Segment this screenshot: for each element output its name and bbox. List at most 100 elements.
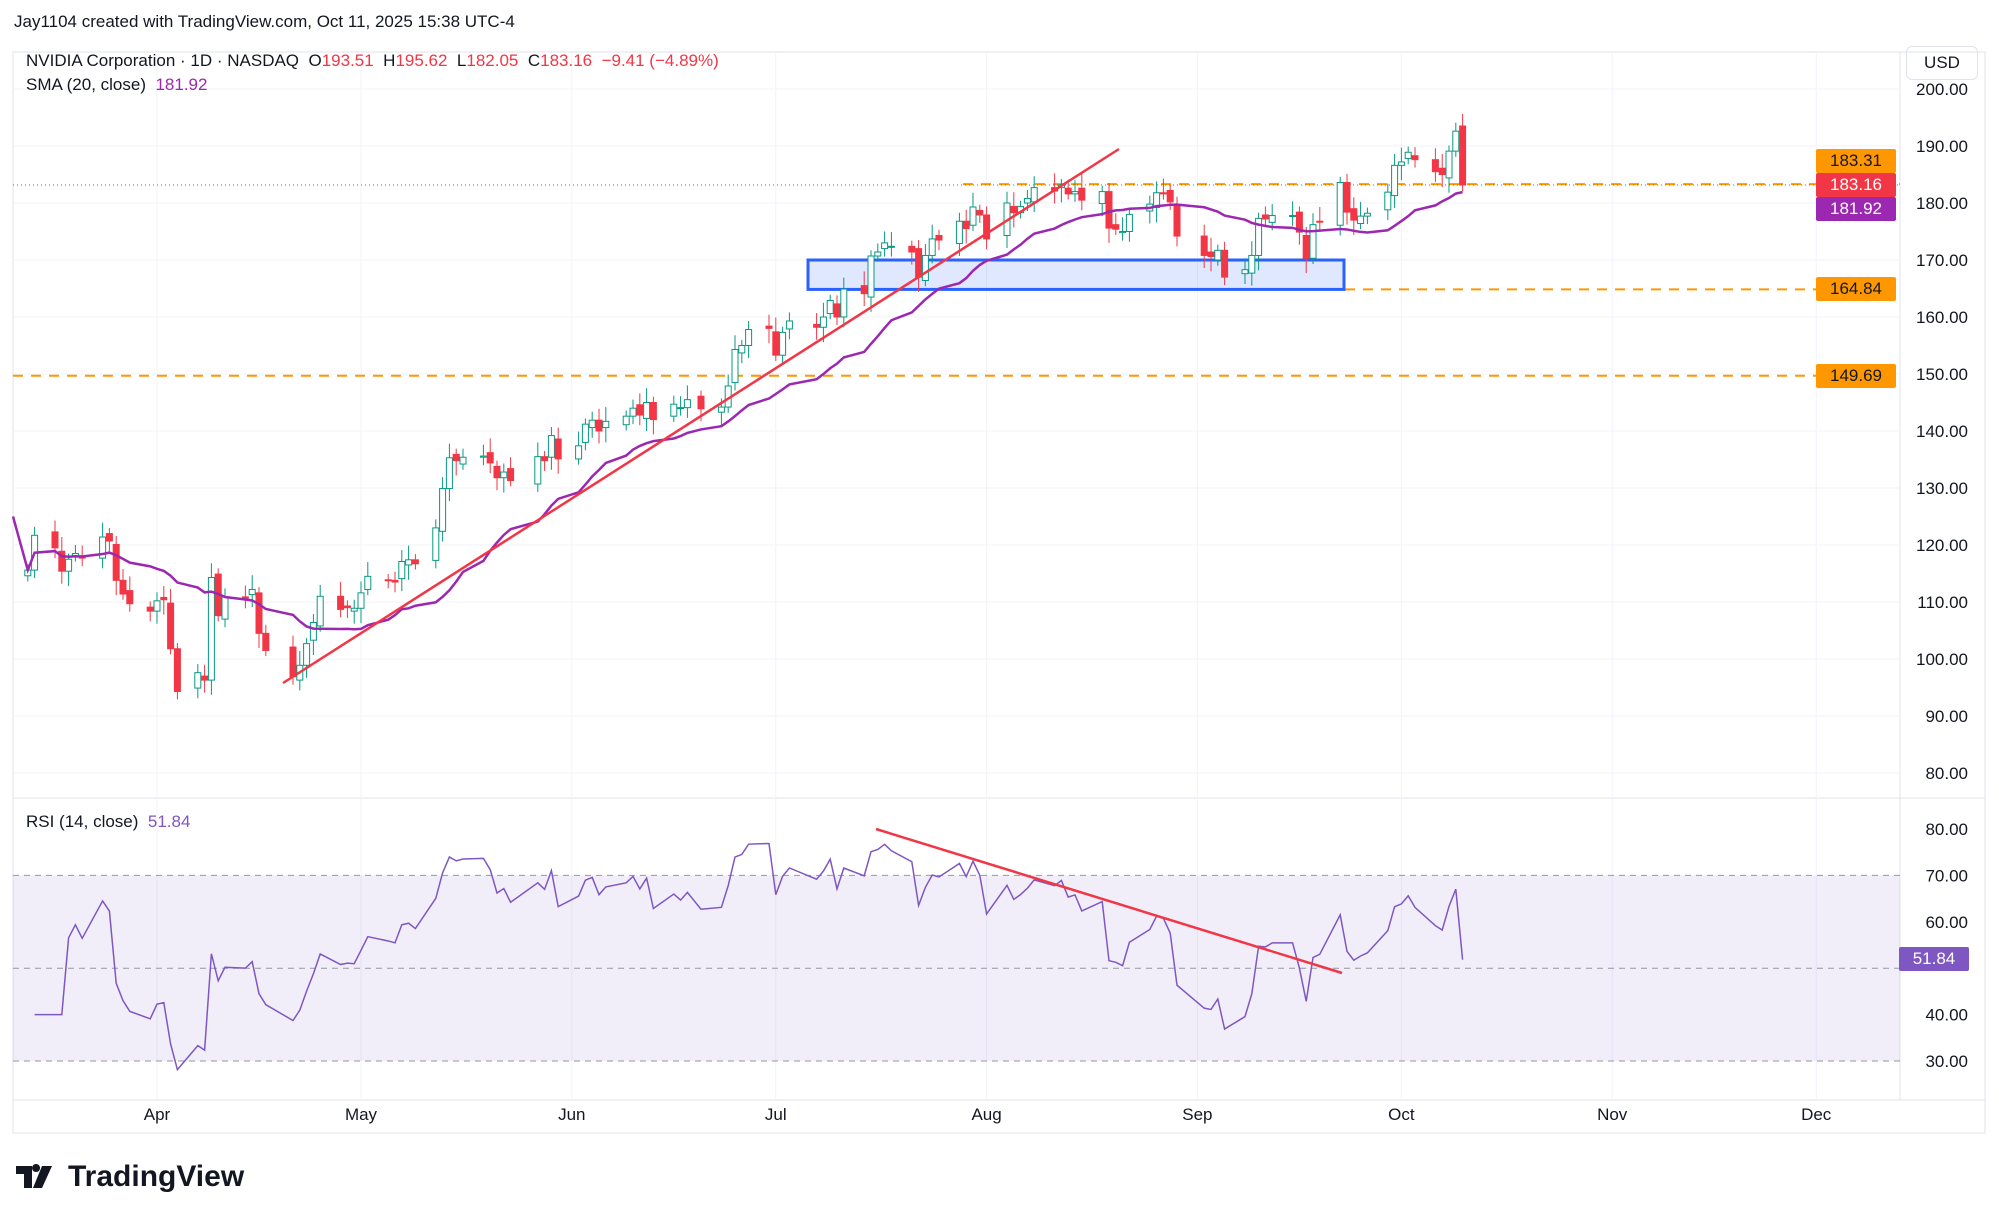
rsi-label: RSI (14, close) — [26, 812, 139, 831]
candle — [636, 393, 644, 426]
sma-label: SMA (20, close) — [26, 75, 146, 94]
price-tick-label: 120.00 — [1916, 536, 1968, 555]
candle-body — [649, 402, 657, 421]
candle-body — [595, 419, 603, 432]
candle-body — [1064, 187, 1072, 195]
candle — [1248, 241, 1256, 286]
candle-body — [316, 595, 324, 627]
candle — [1057, 179, 1065, 203]
candle-body — [119, 579, 127, 595]
candle-body — [1350, 208, 1358, 221]
candle — [1159, 178, 1167, 200]
candle-body — [391, 579, 399, 583]
candle-body — [602, 420, 610, 429]
rsi-band — [13, 875, 1900, 1061]
candle-body — [1159, 192, 1167, 195]
candle-body — [541, 456, 549, 462]
candle-body — [1078, 187, 1086, 201]
candle — [153, 592, 161, 624]
candle — [439, 477, 447, 542]
candle-body — [500, 471, 508, 479]
candle-body — [867, 255, 875, 298]
candle — [1125, 208, 1133, 242]
candle — [962, 209, 970, 244]
candle-body — [248, 588, 256, 596]
candle-body — [167, 602, 175, 650]
currency-button[interactable]: USD — [1906, 46, 1978, 80]
symbol-legend[interactable]: NVIDIA Corporation · 1D · NASDAQ O193.51… — [26, 51, 719, 71]
candle-body — [921, 254, 929, 282]
candle-body — [241, 596, 249, 599]
candle — [364, 562, 372, 596]
candle — [391, 571, 399, 593]
candle-body — [1391, 164, 1399, 197]
candle — [1098, 185, 1106, 217]
candle-body — [860, 285, 868, 295]
candle-body — [581, 423, 589, 443]
candle-body — [303, 643, 311, 666]
candle-body — [1316, 220, 1324, 223]
candle — [1255, 212, 1263, 271]
candle-body — [670, 403, 678, 417]
candle-body — [357, 592, 365, 609]
candle-body — [779, 331, 787, 356]
candle-body — [486, 452, 494, 464]
candle-body — [1255, 217, 1263, 256]
candle-body — [976, 209, 984, 216]
candle-body — [636, 404, 644, 416]
candle-body — [65, 558, 73, 572]
rsi-legend[interactable]: RSI (14, close) 51.84 — [26, 812, 190, 832]
candle — [534, 442, 542, 492]
candle-body — [343, 605, 351, 609]
candle — [813, 313, 821, 340]
candle — [908, 240, 916, 265]
candle — [105, 527, 113, 554]
candle — [1357, 201, 1365, 230]
candle — [309, 613, 317, 656]
tradingview-logo[interactable]: TradingView — [16, 1160, 244, 1194]
candle — [1112, 213, 1120, 235]
candle-body — [479, 455, 487, 458]
candle-body — [785, 320, 793, 330]
price-tick-label: 160.00 — [1916, 308, 1968, 327]
attribution: Jay1104 created with TradingView.com, Oc… — [14, 12, 515, 31]
candle — [255, 587, 263, 649]
candle — [826, 294, 834, 320]
candle-body — [289, 646, 297, 678]
candle — [459, 448, 467, 470]
high-label: H — [383, 51, 396, 70]
price-tick-label: 140.00 — [1916, 422, 1968, 441]
candle-body — [575, 445, 583, 460]
candle-body — [833, 303, 841, 318]
candle — [1411, 147, 1419, 168]
chart-frame — [12, 51, 1986, 1134]
candle — [819, 302, 827, 343]
candle — [303, 637, 311, 678]
candle — [207, 563, 215, 695]
candle-body — [1445, 150, 1453, 179]
candle-body — [1105, 191, 1113, 229]
candle — [65, 553, 73, 587]
candle-body — [772, 331, 780, 356]
price-tick-label: 110.00 — [1917, 593, 1968, 612]
candle — [860, 271, 868, 307]
sma-legend[interactable]: SMA (20, close) 181.92 — [26, 75, 207, 95]
candle-body — [1302, 234, 1310, 259]
candle — [649, 396, 657, 435]
candle — [1200, 224, 1208, 268]
time-tick-label: Apr — [144, 1105, 171, 1124]
rsi-value-tag: 51.84 — [1899, 947, 1969, 971]
candle-body — [146, 606, 154, 612]
candle-body — [643, 402, 651, 419]
candle — [398, 550, 406, 592]
candle — [1384, 183, 1392, 221]
candle-body — [1200, 235, 1208, 256]
candle-body — [1309, 224, 1317, 259]
close-label: C — [527, 51, 541, 70]
tradingview-logo-icon — [16, 1164, 52, 1188]
candle — [1207, 237, 1215, 272]
price-tick-label: 200.00 — [1916, 80, 1968, 99]
candle — [840, 277, 848, 328]
candle — [384, 574, 392, 589]
